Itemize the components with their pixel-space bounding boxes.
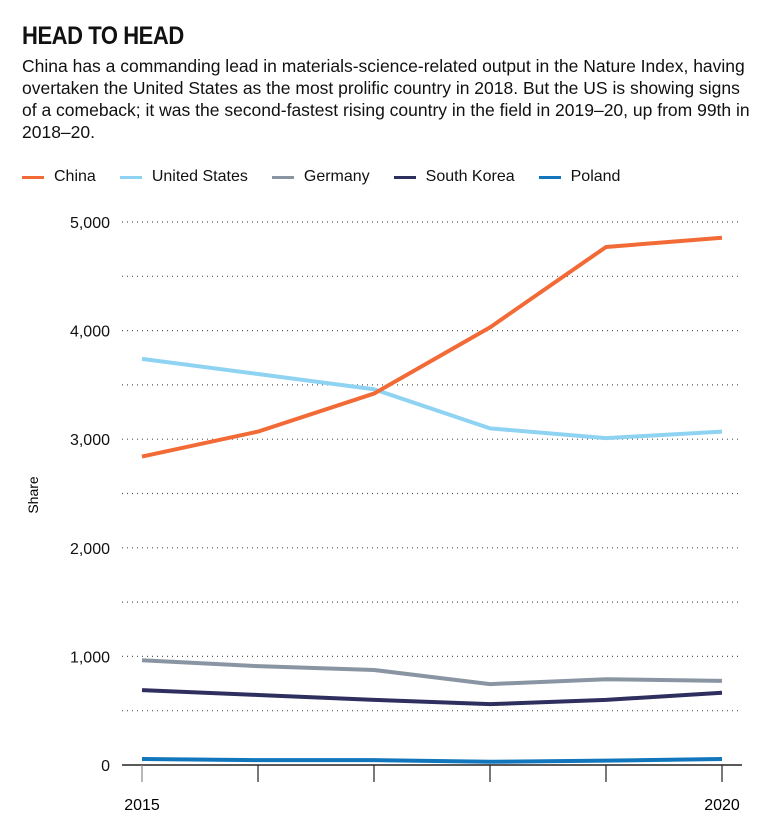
- legend-item: South Korea: [393, 168, 515, 186]
- chart-subtitle: China has a commanding lead in materials…: [22, 56, 750, 142]
- legend-item: China: [22, 168, 96, 186]
- series-line-united-states: [141, 356, 723, 441]
- legend-swatch: [22, 175, 44, 179]
- legend-swatch: [538, 175, 561, 179]
- legend-label: Poland: [570, 168, 621, 185]
- y-tick-label: 3,000: [70, 432, 110, 449]
- series-line-south-korea: [141, 688, 723, 707]
- y-tick-label: 2,000: [70, 541, 110, 558]
- x-tick-label: 2015: [124, 797, 160, 814]
- x-tick-label: 2020: [704, 797, 740, 814]
- series-line-china: [141, 235, 723, 459]
- legend-label: China: [54, 168, 96, 185]
- y-tick-label: 4,000: [70, 324, 110, 341]
- legend: China United States Germany South Korea Pola…: [22, 168, 644, 186]
- series-line-germany: [141, 658, 723, 687]
- legend-swatch: [119, 175, 142, 179]
- legend-swatch: [271, 175, 294, 179]
- y-tick-label: 1,000: [70, 649, 110, 666]
- y-tick-label: 5,000: [70, 215, 110, 232]
- legend-label: South Korea: [425, 168, 515, 185]
- legend-label: Germany: [303, 168, 370, 185]
- legend-item: United States: [119, 168, 248, 186]
- y-tick-label: 0: [101, 758, 110, 775]
- legend-label: United States: [151, 168, 248, 185]
- legend-item: Germany: [271, 168, 370, 186]
- y-axis-label: Share: [25, 476, 41, 514]
- legend-item: Poland: [538, 168, 621, 186]
- chart-title: HEAD TO HEAD: [22, 22, 184, 50]
- series-line-poland: [141, 757, 723, 764]
- legend-swatch: [393, 175, 416, 179]
